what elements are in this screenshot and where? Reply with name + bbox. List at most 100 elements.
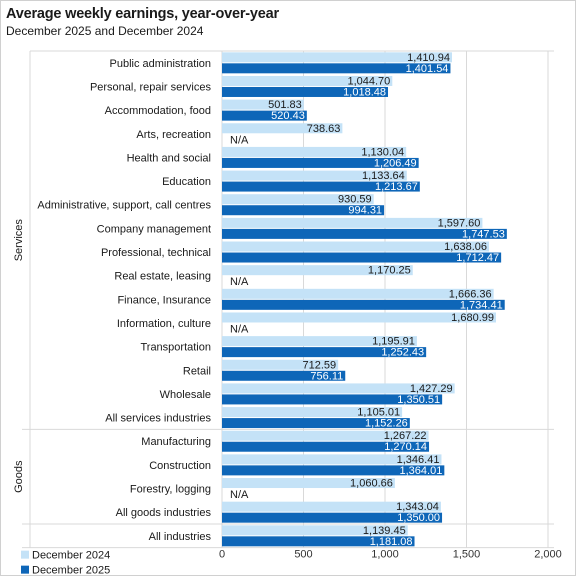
data-label-december-2025: 1,152.26 (365, 418, 408, 430)
data-label-december-2024: 738.63 (307, 123, 341, 135)
data-label-december-2024: 930.59 (338, 194, 372, 206)
data-label-not-available: N/A (230, 134, 249, 146)
data-label-december-2025: 1,252.43 (381, 347, 424, 359)
bar-december-2024 (222, 265, 413, 276)
data-label-not-available: N/A (230, 323, 249, 335)
bar-december-2024 (222, 123, 343, 134)
bar-december-2024 (222, 525, 408, 536)
data-labels: 1,410.941,401.54 1,044.701,018.48 501.8352… (230, 52, 505, 548)
x-tick-label: 1,500 (453, 549, 481, 561)
category-label: Information, culture (117, 318, 211, 330)
legend-label-december-2024: December 2024 (32, 550, 110, 562)
group-label: Services (13, 219, 25, 262)
legend: December 2024 December 2025 (21, 550, 110, 577)
data-label-december-2025: 1,018.48 (343, 86, 386, 98)
bar-december-2024 (222, 407, 403, 418)
data-label-december-2024: 1,597.60 (438, 217, 481, 229)
data-label-december-2024: 1,343.04 (396, 501, 439, 513)
group-label: Goods (13, 460, 25, 493)
x-tick-label: 2,000 (534, 549, 562, 561)
bar-december-2024 (222, 170, 407, 181)
bar-december-2024 (222, 430, 429, 441)
x-axis-ticks: 0 500 1,000 1,500 2,000 (219, 549, 562, 561)
bar-december-2024 (222, 146, 407, 157)
category-label: Education (162, 176, 211, 188)
bar-december-2025 (222, 86, 389, 97)
data-label-december-2024: 1,130.04 (361, 146, 404, 158)
category-label: Personal, repair services (90, 81, 212, 93)
data-label-december-2024: 712.59 (302, 359, 336, 371)
data-label-december-2024: 1,410.94 (407, 52, 450, 64)
category-label: Real estate, leasing (114, 271, 211, 283)
bar-december-2025 (222, 536, 415, 547)
data-label-december-2025: 1,734.41 (460, 299, 503, 311)
data-label-december-2024: 1,267.22 (384, 430, 427, 442)
data-label-december-2024: 1,139.45 (363, 525, 406, 537)
data-label-december-2024: 1,680.99 (451, 312, 494, 324)
category-label: Public administration (110, 58, 212, 70)
x-tick-label: 1,000 (371, 549, 399, 561)
category-labels: Public administration Personal, repair se… (37, 58, 211, 543)
data-label-december-2024: 1,346.41 (397, 454, 440, 466)
bar-december-2025 (222, 299, 505, 310)
bar-december-2025 (222, 441, 430, 452)
category-label: All goods industries (116, 507, 212, 519)
bars (222, 52, 507, 547)
data-label-december-2025: 1,401.54 (406, 63, 449, 75)
bar-december-2024 (222, 336, 417, 347)
bar-december-2025 (222, 63, 451, 74)
data-label-december-2024: 1,195.91 (372, 336, 415, 348)
category-label: Professional, technical (101, 247, 211, 259)
data-label-december-2024: 501.83 (268, 99, 302, 111)
bar-december-2024 (222, 359, 339, 370)
bar-december-2024 (222, 288, 494, 299)
gridlines (221, 51, 549, 548)
bar-december-2024 (222, 217, 483, 228)
bar-december-2024 (222, 478, 395, 489)
bar-december-2024 (222, 99, 304, 110)
data-label-december-2024: 1,638.06 (444, 241, 487, 253)
category-label: Construction (149, 460, 211, 472)
bar-december-2025 (222, 512, 443, 523)
bar-december-2024 (222, 383, 455, 394)
data-label-december-2024: 1,170.25 (368, 265, 411, 277)
data-label-december-2024: 1,105.01 (357, 407, 400, 419)
bar-december-2024 (222, 52, 452, 63)
bar-december-2025 (222, 418, 410, 429)
x-tick-label: 500 (294, 549, 312, 561)
bar-december-2025 (222, 370, 346, 381)
category-label: Arts, recreation (136, 129, 211, 141)
category-label: Accommodation, food (105, 105, 211, 117)
category-label: Retail (183, 365, 211, 377)
category-label: All services industries (105, 413, 211, 425)
legend-swatch-december-2025 (21, 565, 29, 574)
data-label-december-2025: 1,747.53 (462, 228, 505, 240)
data-label-not-available: N/A (230, 489, 249, 501)
bar-december-2024 (222, 312, 497, 323)
data-label-december-2025: 1,350.51 (397, 394, 440, 406)
category-label: All industries (149, 531, 212, 543)
category-label: Forestry, logging (130, 484, 211, 496)
data-label-december-2025: 1,181.08 (370, 536, 413, 548)
data-label-december-2025: 1,206.49 (374, 157, 417, 169)
category-label: Wholesale (160, 389, 211, 401)
data-label-december-2024: 1,044.70 (347, 75, 390, 87)
category-label: Finance, Insurance (117, 294, 211, 306)
category-label: Health and social (127, 152, 211, 164)
bar-december-2024 (222, 501, 441, 512)
data-label-december-2025: 756.11 (310, 370, 343, 382)
legend-label-december-2025: December 2025 (32, 565, 110, 577)
category-label: Transportation (140, 342, 211, 354)
data-label-december-2024: 1,427.29 (410, 383, 453, 395)
bar-december-2025 (222, 347, 427, 358)
data-label-december-2025: 1,213.67 (375, 181, 418, 193)
data-label-december-2024: 1,133.64 (362, 170, 405, 182)
bar-december-2025 (222, 465, 445, 476)
legend-swatch-december-2024 (21, 550, 29, 559)
bar-december-2025 (222, 394, 443, 405)
bar-december-2025 (222, 205, 385, 216)
bar-december-2024 (222, 454, 442, 465)
bar-december-2024 (222, 194, 374, 205)
